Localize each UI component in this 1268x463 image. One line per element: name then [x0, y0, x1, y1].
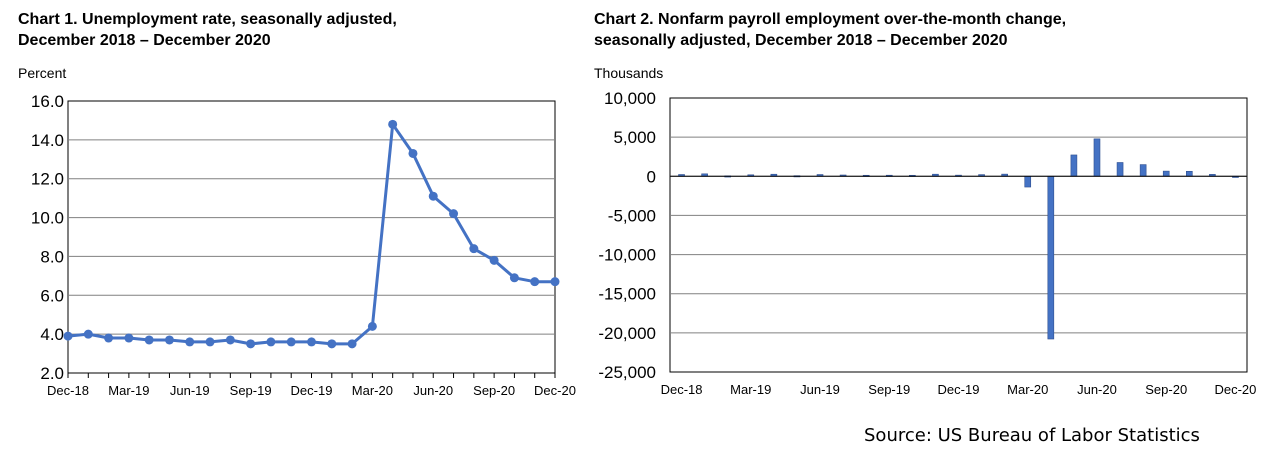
- chart1-x-tick-label: Jun-19: [170, 383, 210, 398]
- chart2-x-tick-label: Dec-20: [1214, 382, 1256, 397]
- chart2-x-tick-label: Dec-18: [661, 382, 703, 397]
- chart2-y-tick-label: 5,000: [613, 128, 656, 147]
- chart1-data-point: [104, 333, 114, 343]
- chart1-title: Chart 1. Unemployment rate, seasonally a…: [18, 11, 397, 49]
- chart1-data-point: [266, 337, 276, 347]
- chart1-data-point: [286, 337, 296, 347]
- chart1-unit-label: Percent: [18, 65, 67, 81]
- chart1-data-point: [489, 255, 499, 265]
- chart2-y-tick-label: -5,000: [608, 206, 656, 225]
- chart2-y-tick-label: -25,000: [598, 363, 656, 382]
- chart2-title: Chart 2. Nonfarm payroll employment over…: [594, 11, 1067, 49]
- chart2-bar: [1186, 170, 1193, 177]
- chart1-y-tick-label: 10.0: [31, 209, 64, 228]
- chart1-x-tick-label: Jun-20: [413, 383, 453, 398]
- chart2-bar: [1093, 138, 1101, 177]
- chart1-data-point: [225, 335, 235, 345]
- chart2-x-tick-label: Sep-19: [868, 382, 910, 397]
- chart1-data-point: [124, 333, 134, 343]
- chart2-unit-label: Thousands: [594, 65, 664, 81]
- chart1-x-tick-label: Mar-19: [108, 383, 149, 398]
- chart1-y-tick-label: 2.0: [40, 364, 64, 383]
- chart1-data-point: [205, 337, 215, 347]
- chart1-data-point: [144, 335, 154, 345]
- chart1-data-point: [530, 277, 540, 287]
- chart1-data-point: [347, 339, 357, 349]
- chart1-y-tick-label: 6.0: [40, 286, 64, 305]
- chart1-data-point: [246, 339, 256, 349]
- chart1-y-tick-label: 14.0: [31, 131, 64, 150]
- chart2-y-tick-label: -10,000: [598, 246, 656, 265]
- chart1-data-point: [367, 321, 377, 331]
- chart1-x-tick-label: Dec-19: [291, 383, 333, 398]
- chart1-x-tick-label: Dec-18: [47, 383, 89, 398]
- chart2-bar: [1139, 164, 1147, 177]
- chart1-plot-area: [67, 100, 556, 374]
- chart2-bar: [1162, 170, 1170, 177]
- chart2-y-tick-label: -20,000: [598, 324, 656, 343]
- chart1-x-tick-label: Sep-19: [230, 383, 272, 398]
- chart1-data-point: [449, 209, 459, 219]
- chart1-x-tick-label: Mar-20: [352, 383, 393, 398]
- chart1-data-point: [469, 244, 479, 254]
- chart2-x-tick-label: Sep-20: [1145, 382, 1187, 397]
- chart2-x-tick-label: Mar-19: [730, 382, 771, 397]
- chart1-data-point: [307, 337, 316, 347]
- chart1-y-tick-label: 8.0: [40, 247, 64, 266]
- chart1-data-point: [63, 331, 73, 341]
- chart2-bar: [1047, 175, 1055, 340]
- chart1-data-point: [388, 119, 398, 129]
- chart2-y-tick-label: -15,000: [598, 285, 656, 304]
- chart1-y-tick-label: 4.0: [40, 325, 64, 344]
- chart2-bar: [1070, 154, 1078, 177]
- source-note: Source: US Bureau of Labor Statistics: [864, 425, 1200, 446]
- chart2-bar: [1024, 175, 1032, 188]
- chart1-data-point: [408, 148, 418, 158]
- chart1-data-point: [83, 329, 93, 339]
- chart1-data-point: [164, 335, 174, 345]
- chart1-data-point: [550, 277, 560, 287]
- chart2-x-tick-label: Mar-20: [1007, 382, 1048, 397]
- chart2-x-tick-label: Dec-19: [938, 382, 980, 397]
- chart1-data-point: [509, 273, 519, 283]
- chart2-bar: [1116, 162, 1124, 177]
- chart1-data-point: [327, 339, 337, 349]
- chart1-y-tick-label: 12.0: [31, 170, 64, 189]
- chart1-x-tick-label: Sep-20: [473, 383, 515, 398]
- chart2-y-tick-label: 10,000: [604, 89, 656, 108]
- chart2-plot-area: [669, 97, 1248, 373]
- chart2-y-tick-label: 0: [647, 167, 656, 186]
- chart1-y-tick-label: 16.0: [31, 92, 64, 111]
- unemployment-line-chart: 2.0 4.0 6.0 8.0 10.0 12.0 14.0 16.0 Dec-18 Mar-19…: [31, 92, 576, 398]
- chart1-data-point: [185, 337, 195, 347]
- chart1-x-tick-label: Dec-20: [534, 383, 576, 398]
- chart2-x-tick-label: Jun-19: [800, 382, 840, 397]
- chart1-data-point: [428, 191, 438, 201]
- chart2-x-tick-label: Jun-20: [1077, 382, 1117, 397]
